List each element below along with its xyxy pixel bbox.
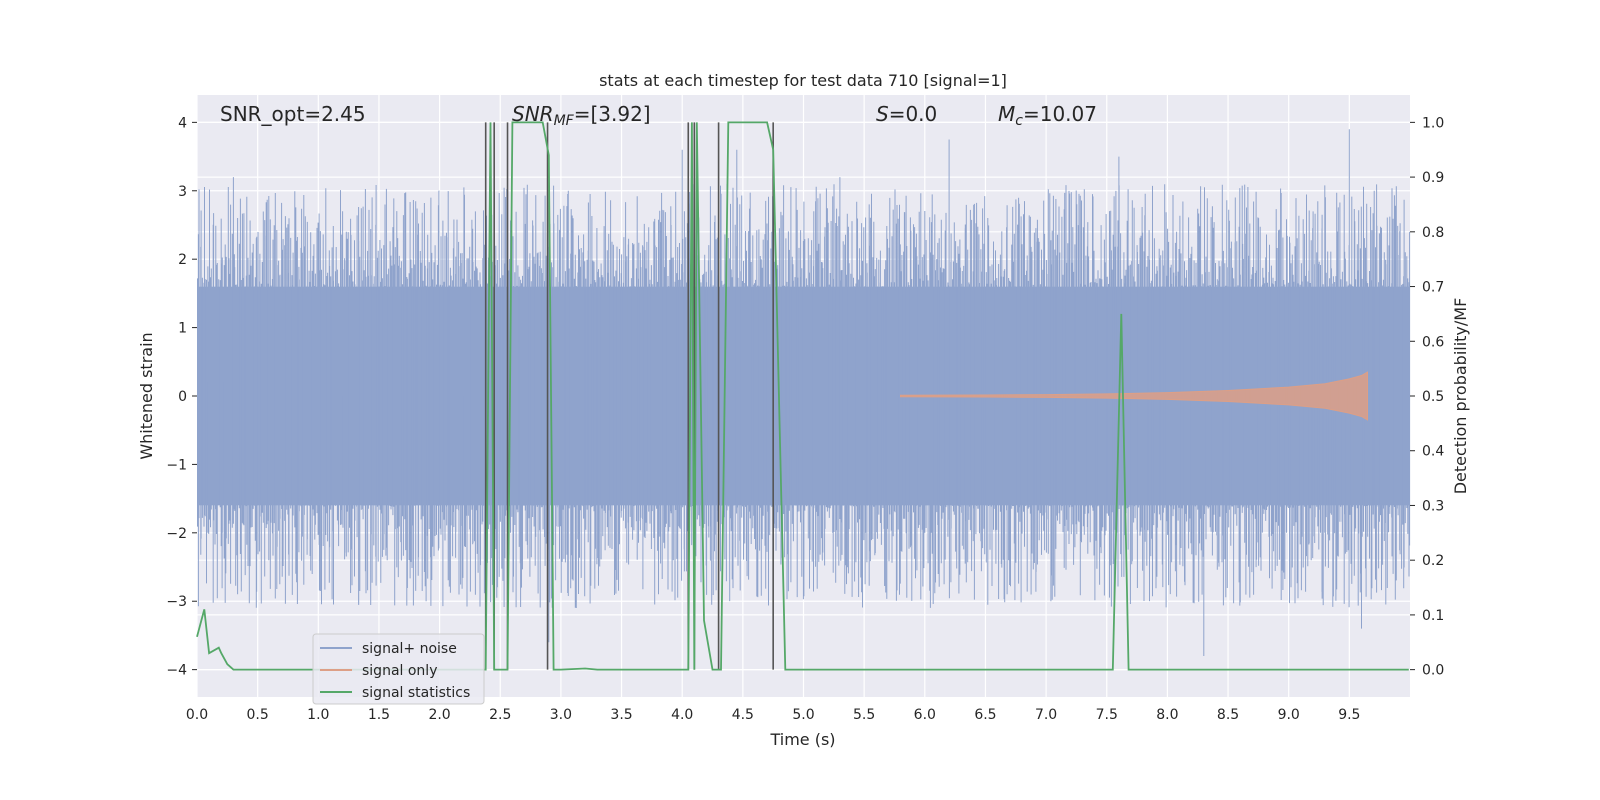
left-y-axis-label: Whitened strain <box>137 332 156 459</box>
x-tick-label: 5.0 <box>792 707 814 723</box>
x-axis-label: Time (s) <box>769 730 835 749</box>
left-y-tick-labels: −4 −3 −2 −1 0 1 2 3 4 <box>166 115 197 679</box>
left-y-tick-label: 2 <box>178 252 187 268</box>
legend-label-signal: signal only <box>362 663 437 679</box>
x-tick-label: 7.5 <box>1096 707 1118 723</box>
right-y-tick-label: 0.1 <box>1422 608 1444 624</box>
right-y-tick-label: 0.0 <box>1422 663 1444 679</box>
annotation-s: S=0.0 <box>876 102 937 126</box>
legend-label-noise: signal+ noise <box>362 641 457 657</box>
x-tick-labels: 0.0 0.5 1.0 1.5 2.0 2.5 3.0 3.5 4.0 4.5 5.0 5.5 6.0 6… <box>186 707 1361 723</box>
x-tick-label: 7.0 <box>1035 707 1057 723</box>
x-tick-label: 2.5 <box>489 707 511 723</box>
signal-statistics-series <box>196 121 1409 671</box>
annotation-snr-opt: SNR_opt=2.45 <box>220 102 366 126</box>
right-y-tick-label: 0.9 <box>1422 170 1444 186</box>
x-tick-label: 0.5 <box>247 707 269 723</box>
x-tick-label: 4.5 <box>732 707 754 723</box>
x-tick-label: 1.5 <box>368 707 390 723</box>
x-tick-label: 3.0 <box>550 707 572 723</box>
left-y-tick-label: 3 <box>178 184 187 200</box>
x-tick-label: 4.0 <box>671 707 693 723</box>
left-y-tick-label: −1 <box>166 457 187 473</box>
right-y-tick-label: 0.6 <box>1422 334 1444 350</box>
x-tick-label: 9.5 <box>1338 707 1360 723</box>
x-tick-label: 6.0 <box>914 707 936 723</box>
x-tick-label: 9.0 <box>1278 707 1300 723</box>
left-y-tick-label: 4 <box>178 115 187 131</box>
legend-label-statistics: signal statistics <box>362 685 470 701</box>
x-tick-label: 6.5 <box>974 707 996 723</box>
signal-envelope <box>900 371 1368 421</box>
right-y-tick-label: 1.0 <box>1422 115 1444 131</box>
x-tick-label: 8.5 <box>1217 707 1239 723</box>
x-tick-label: 1.0 <box>307 707 329 723</box>
right-y-axis-label: Detection probability/MF <box>1451 298 1470 495</box>
x-tick-label: 3.5 <box>610 707 632 723</box>
left-y-tick-label: −2 <box>166 526 187 542</box>
right-y-tick-label: 0.8 <box>1422 225 1444 241</box>
right-y-tick-label: 0.5 <box>1422 389 1444 405</box>
annotation-mc: Mc=10.07 <box>998 102 1097 129</box>
x-tick-label: 8.0 <box>1156 707 1178 723</box>
legend-box <box>312 633 485 705</box>
left-y-tick-label: 0 <box>178 389 187 405</box>
right-y-tick-labels: 0.0 0.1 0.2 0.3 0.4 0.5 0.6 0.7 0.8 0.9 1.0 <box>1410 115 1444 679</box>
annotation-snr-mf: SNRMF=[3.92] <box>512 102 651 129</box>
chart-title: stats at each timestep for test data 710… <box>599 71 1007 90</box>
signal-only-series <box>900 371 1368 421</box>
right-y-tick-label: 0.2 <box>1422 553 1444 569</box>
right-y-tick-label: 0.3 <box>1422 498 1444 514</box>
right-y-tick-label: 0.4 <box>1422 444 1444 460</box>
left-y-tick-label: −3 <box>166 594 187 610</box>
right-y-tick-label: 0.7 <box>1422 280 1444 296</box>
x-tick-label: 5.5 <box>853 707 875 723</box>
x-tick-label: 2.0 <box>428 707 450 723</box>
statistics-line <box>196 121 1409 671</box>
legend: signal+ noise signal only signal statist… <box>312 633 485 705</box>
x-tick-label: 0.0 <box>186 707 208 723</box>
left-y-tick-label: 1 <box>178 321 187 337</box>
left-y-tick-label: −4 <box>166 663 187 679</box>
